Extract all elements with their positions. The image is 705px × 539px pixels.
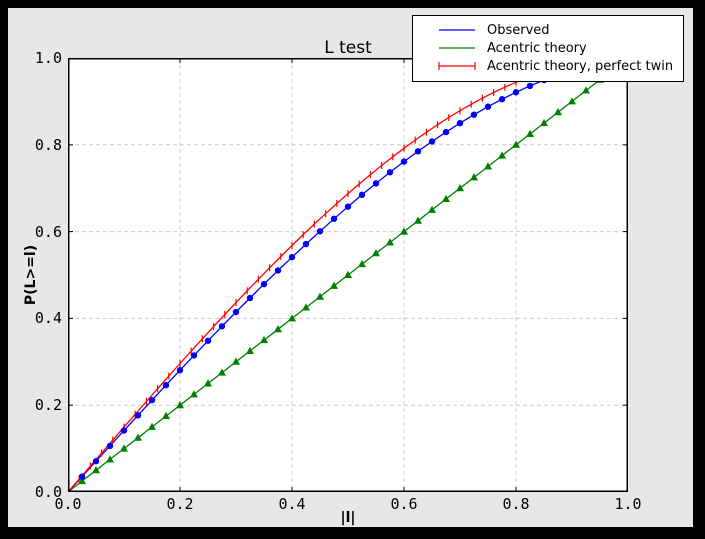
marker-circle-observed: [78, 473, 86, 480]
x-axis-label: |l|: [340, 510, 356, 526]
x-tick-label: 0.0: [54, 495, 82, 513]
y-tick-label: 0.0: [34, 483, 62, 501]
legend-item-acentric-theory: Acentric theory: [413, 39, 683, 57]
y-tick-label: 0.2: [34, 396, 62, 415]
marker-triangle-acentric-theory: [218, 368, 226, 376]
marker-triangle-acentric-theory: [162, 411, 170, 420]
axes-border: [68, 58, 628, 492]
marker-triangle-acentric-theory: [386, 238, 394, 246]
legend-label-acentric-theory: Acentric theory: [487, 40, 587, 56]
x-tick-label: 0.8: [502, 495, 530, 513]
marker-triangle-acentric-theory: [568, 97, 576, 105]
marker-circle-observed: [484, 103, 492, 110]
legend-swatch-twin-errorbar-icon: [438, 62, 476, 70]
y-tick-label: 0.8: [34, 135, 62, 154]
marker-triangle-acentric-theory: [330, 281, 338, 289]
marker-circle-observed: [134, 412, 142, 419]
marker-circle-observed: [400, 158, 408, 165]
marker-triangle-acentric-theory: [498, 151, 506, 159]
plot-title: L test: [324, 38, 372, 58]
marker-triangle-acentric-theory: [288, 314, 296, 322]
marker-triangle-acentric-theory: [78, 476, 86, 485]
legend: Observed Acentric theory Acentric theory…: [412, 15, 684, 82]
y-tick-label: 0.4: [34, 309, 62, 328]
marker-triangle-acentric-theory: [428, 205, 436, 213]
marker-circle-observed: [316, 228, 324, 235]
marker-circle-observed: [428, 138, 436, 145]
marker-triangle-acentric-theory: [540, 118, 548, 127]
y-tick-label: 1.0: [34, 49, 62, 67]
marker-triangle-acentric-theory: [92, 466, 100, 474]
x-tick-label: 1.0: [614, 495, 642, 513]
marker-circle-observed: [218, 323, 226, 330]
marker-circle-observed: [274, 267, 282, 274]
marker-circle-observed: [526, 82, 534, 90]
marker-circle-observed: [288, 253, 296, 261]
marker-triangle-acentric-theory: [302, 303, 310, 311]
marker-circle-observed: [106, 442, 114, 450]
marker-circle-observed: [232, 308, 240, 316]
marker-triangle-acentric-theory: [414, 216, 422, 224]
marker-triangle-acentric-theory: [316, 292, 324, 300]
marker-circle-observed: [176, 367, 184, 374]
marker-triangle-acentric-theory: [344, 270, 352, 278]
marker-triangle-acentric-theory: [204, 379, 212, 387]
marker-triangle-acentric-theory: [120, 444, 128, 452]
marker-circle-observed: [442, 128, 450, 136]
marker-circle-observed: [302, 240, 310, 248]
axes: [68, 58, 628, 492]
legend-label-observed: Observed: [487, 22, 550, 38]
marker-triangle-acentric-theory: [134, 433, 142, 441]
legend-swatch-acentric-line-icon: [439, 47, 475, 49]
marker-triangle-acentric-theory: [582, 86, 590, 94]
marker-circle-observed: [498, 96, 506, 103]
marker-triangle-acentric-theory: [274, 325, 282, 333]
marker-circle-observed: [344, 203, 352, 210]
legend-item-perfect-twin: Acentric theory, perfect twin: [413, 57, 683, 75]
marker-triangle-acentric-theory: [148, 422, 156, 430]
marker-triangle-acentric-theory: [456, 184, 464, 192]
marker-triangle-acentric-theory: [106, 455, 114, 463]
marker-triangle-acentric-theory: [372, 249, 380, 257]
marker-circle-observed: [414, 148, 422, 155]
marker-triangle-acentric-theory: [358, 259, 366, 268]
marker-circle-observed: [512, 89, 520, 96]
marker-triangle-acentric-theory: [512, 140, 520, 148]
legend-item-observed: Observed: [413, 21, 683, 39]
marker-circle-observed: [260, 280, 268, 288]
marker-circle-observed: [372, 180, 380, 187]
marker-circle-observed: [386, 169, 394, 176]
marker-circle-observed: [148, 396, 156, 404]
marker-circle-observed: [204, 337, 212, 344]
legend-label-perfect-twin: Acentric theory, perfect twin: [487, 58, 674, 74]
marker-triangle-acentric-theory: [246, 346, 254, 354]
marker-circle-observed: [92, 458, 100, 465]
marker-triangle-acentric-theory: [442, 194, 450, 203]
marker-circle-observed: [330, 215, 338, 222]
marker-circle-observed: [246, 294, 254, 302]
marker-circle-observed: [162, 381, 170, 389]
y-tick-label: 0.6: [34, 222, 62, 241]
marker-triangle-acentric-theory: [526, 129, 534, 137]
x-tick-label: 0.4: [278, 495, 306, 513]
x-tick-label: 0.6: [390, 495, 418, 513]
legend-swatch-observed-line-icon: [439, 29, 475, 31]
marker-triangle-acentric-theory: [260, 335, 268, 344]
marker-circle-observed: [120, 427, 128, 434]
plot-area: [68, 58, 628, 492]
marker-circle-observed: [358, 191, 366, 199]
marker-triangle-acentric-theory: [190, 390, 198, 398]
marker-triangle-acentric-theory: [176, 401, 184, 409]
marker-circle-observed: [470, 111, 478, 118]
marker-triangle-acentric-theory: [554, 108, 562, 116]
marker-circle-observed: [456, 119, 464, 127]
marker-triangle-acentric-theory: [400, 227, 408, 235]
x-tick-label: 0.2: [166, 495, 194, 513]
marker-triangle-acentric-theory: [470, 173, 478, 181]
marker-triangle-acentric-theory: [484, 162, 492, 170]
marker-triangle-acentric-theory: [232, 357, 240, 365]
marker-circle-observed: [190, 352, 198, 359]
figure: L test |l| P(L>=l) Observed Acentric the…: [8, 8, 693, 527]
